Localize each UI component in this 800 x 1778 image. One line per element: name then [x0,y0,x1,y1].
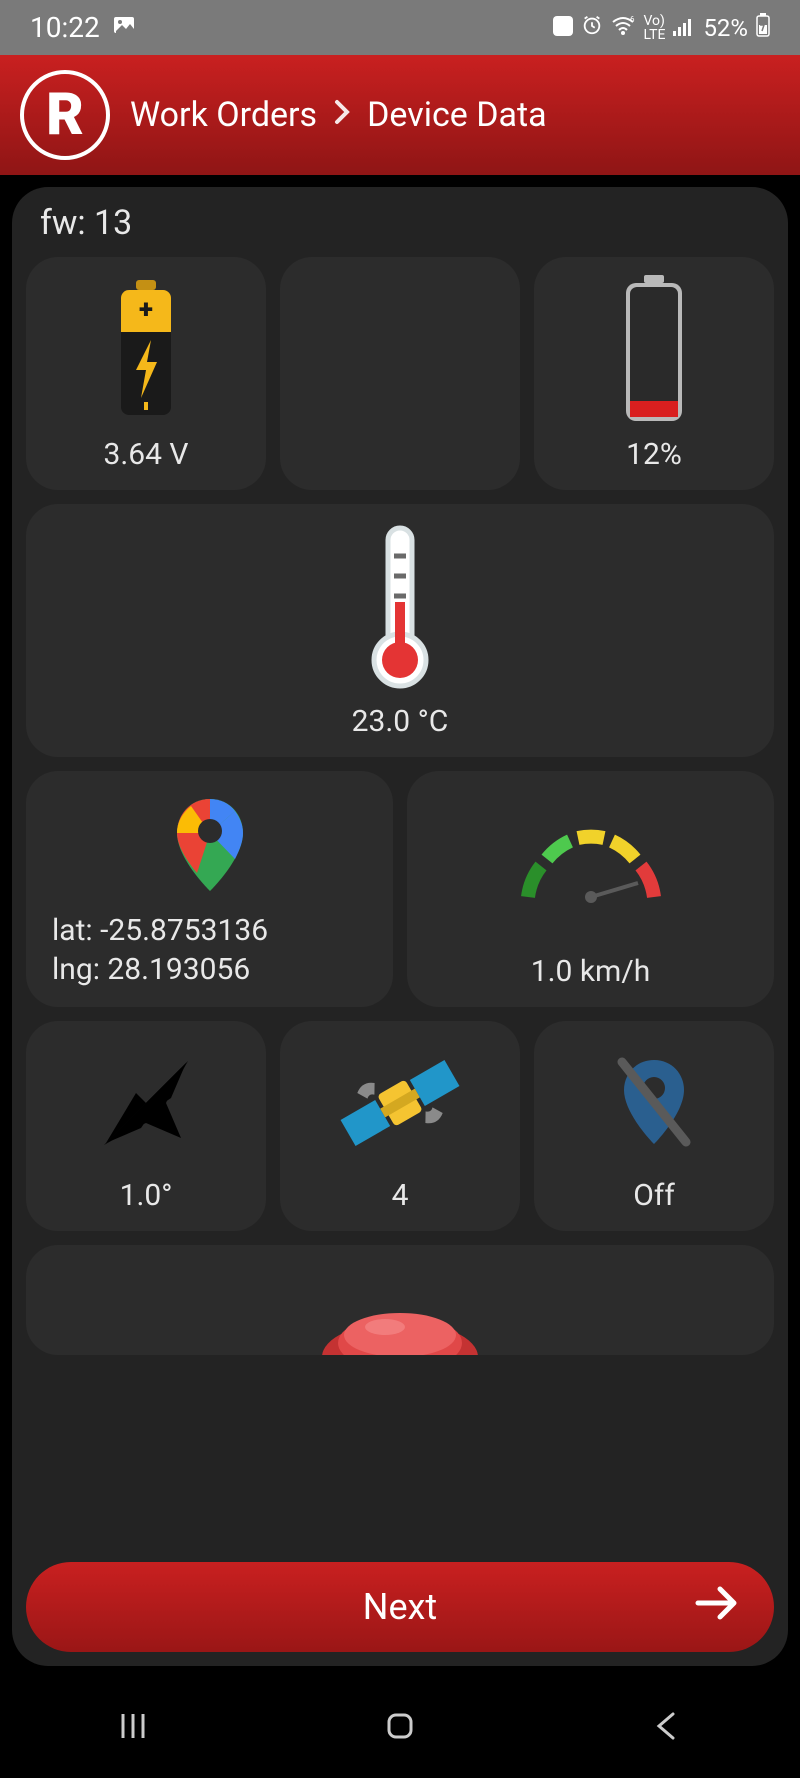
status-bar: 10:22 6 Vo)LTE 52% [0,0,800,55]
aa-battery-icon: + [111,275,181,425]
picture-icon [112,11,136,44]
tile-voltage[interactable]: + 3.64 V [26,257,266,490]
location-lng: lng: 28.193056 [52,950,268,989]
wifi-icon: 6 [611,14,635,42]
tile-speed[interactable]: 1.0 km/h [407,771,774,1007]
gauge-icon [506,789,676,942]
device-data-panel: fw: 13 + 3.64 V [12,187,788,1666]
next-button-label: Next [363,1586,437,1628]
phone-battery-icon [614,275,694,425]
tile-battery-level[interactable]: 12% [534,257,774,490]
status-time: 10:22 [30,11,100,44]
content-area: fw: 13 + 3.64 V [0,175,800,1678]
speed-value: 1.0 km/h [531,954,651,989]
alarm-icon [581,14,603,42]
next-button[interactable]: Next [26,1562,774,1652]
app-logo[interactable]: R [20,70,110,160]
firmware-label: fw: 13 [26,199,774,243]
satellites-value: 4 [392,1178,409,1213]
location-lat: lat: -25.8753136 [52,911,268,950]
location-off-icon [604,1039,704,1166]
svg-text:6: 6 [630,16,635,24]
compass-arrow-icon [86,1039,206,1166]
volte-icon: Vo)LTE [643,14,665,42]
arrow-right-icon [694,1583,738,1632]
tile-temperature[interactable]: 23.0 °C [26,504,774,757]
temperature-value: 23.0 °C [352,704,449,739]
panic-button-icon [310,1285,490,1355]
signal-icon [673,14,695,42]
nav-recent-icon[interactable] [113,1706,153,1750]
nfc-icon [553,14,573,42]
chevron-right-icon [333,95,351,135]
thermometer-icon [360,522,440,692]
map-pin-icon [165,789,255,899]
system-nav-bar [0,1678,800,1778]
heading-value: 1.0° [120,1178,173,1213]
tile-gps-state[interactable]: Off [534,1021,774,1231]
tile-heading[interactable]: 1.0° [26,1021,266,1231]
status-battery-pct: 52% [703,14,748,42]
logo-letter: R [46,81,84,149]
voltage-value: 3.64 V [103,437,188,472]
tile-panic[interactable] [26,1245,774,1355]
battery-level-value: 12% [626,437,682,472]
nav-home-icon[interactable] [380,1706,420,1750]
status-battery-icon [756,13,770,43]
satellite-icon [330,1039,470,1166]
breadcrumb-device-data: Device Data [367,95,547,135]
nav-back-icon[interactable] [647,1706,687,1750]
tile-location[interactable]: lat: -25.8753136 lng: 28.193056 [26,771,393,1007]
gps-state-value: Off [633,1178,675,1213]
breadcrumb: Work Orders Device Data [130,95,547,135]
breadcrumb-work-orders[interactable]: Work Orders [130,95,317,135]
svg-text:+: + [139,295,153,325]
tile-satellites[interactable]: 4 [280,1021,520,1231]
tile-empty[interactable] [280,257,520,490]
app-header: R Work Orders Device Data [0,55,800,175]
